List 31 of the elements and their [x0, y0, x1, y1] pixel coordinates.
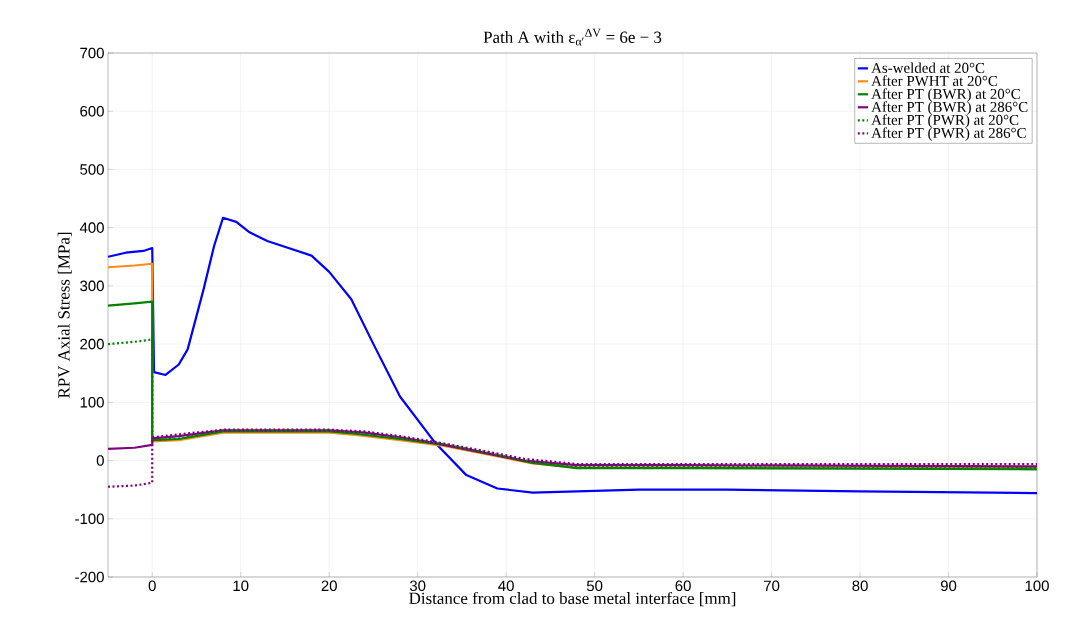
legend-label: After PT (BWR) at 20°C [871, 88, 1020, 102]
line-series [108, 216, 1038, 495]
y-tick-label: 300 [80, 280, 104, 292]
x-tick-label: 70 [764, 580, 780, 592]
x-tick-label: 80 [852, 580, 868, 592]
legend-label: After PWHT at 20°C [871, 75, 998, 87]
x-tick-label: 30 [409, 580, 426, 592]
x-tick-label: 90 [940, 580, 957, 592]
y-tick-label: 100 [80, 397, 104, 408]
y-tick-label: 0 [96, 455, 104, 466]
y-tick-label: 400 [79, 222, 104, 233]
y-tick-label: 200 [80, 338, 104, 350]
legend-label: After PT (PWR) at 20°C [871, 114, 1019, 128]
x-tick-label: 10 [233, 580, 249, 592]
x-tick-label: 100 [1025, 580, 1049, 592]
chart-title: Path A with ε$_{α′}$$^{ΔV}$ = 6e − 3 [483, 28, 662, 46]
x-tick-label: 0 [148, 580, 156, 592]
legend-label: As-welded at 20°C [871, 62, 985, 73]
y-tick-label: 700 [80, 47, 104, 59]
x-tick-label: 40 [498, 580, 514, 592]
y-tick-label: -200 [75, 571, 104, 583]
x-tick-label: 60 [675, 580, 691, 592]
legend-label: After PT (BWR) at 286°C [871, 101, 1028, 115]
y-tick-label: 500 [80, 164, 104, 175]
y-tick-label: 600 [80, 105, 104, 117]
x-tick-label: 20 [321, 580, 337, 592]
y-axis-title: RPV Axial Stress [MPa] [57, 232, 72, 399]
x-axis-title: Distance from clad to base metal interface [mm] [409, 591, 736, 607]
legend-label: After PT (PWR) at 286°C [871, 127, 1026, 141]
x-tick-label: 50 [586, 580, 603, 592]
y-tick-label: -100 [75, 513, 104, 525]
